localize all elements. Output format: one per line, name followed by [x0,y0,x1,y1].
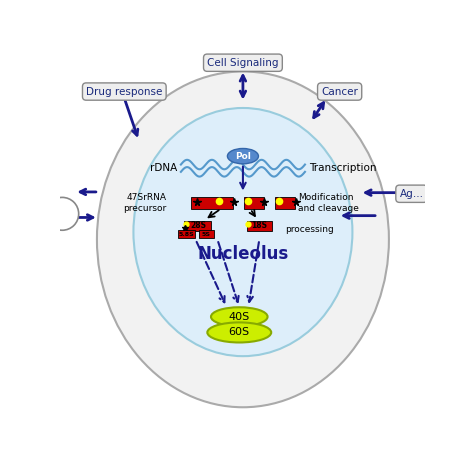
Ellipse shape [133,108,352,356]
Text: 5S: 5S [202,232,211,237]
Text: rDNA: rDNA [150,163,177,173]
FancyBboxPatch shape [275,197,295,209]
FancyBboxPatch shape [191,197,233,209]
Text: Modification
and cleavage: Modification and cleavage [298,193,358,213]
Text: Ag…: Ag… [400,189,424,199]
Ellipse shape [211,307,267,326]
Text: Cell Signaling: Cell Signaling [207,58,279,68]
Text: 5.8S: 5.8S [179,232,194,237]
FancyBboxPatch shape [199,230,214,238]
FancyBboxPatch shape [183,221,211,231]
Text: 47SrRNA
precursor: 47SrRNA precursor [123,193,166,213]
Text: Nucleolus: Nucleolus [197,245,289,263]
Text: Transcription: Transcription [309,163,376,173]
FancyBboxPatch shape [244,197,264,209]
Text: 40S: 40S [228,312,250,322]
Text: processing: processing [285,225,334,234]
FancyBboxPatch shape [246,221,272,231]
Text: 28S: 28S [191,221,206,230]
Ellipse shape [228,148,258,164]
Ellipse shape [207,322,271,343]
Text: 18S: 18S [251,221,267,230]
Text: Cancer: Cancer [321,87,358,97]
Text: 60S: 60S [229,328,250,337]
Text: Drug response: Drug response [86,87,163,97]
Ellipse shape [97,72,389,407]
Ellipse shape [46,197,79,230]
FancyBboxPatch shape [178,230,194,238]
Text: Pol: Pol [235,152,251,161]
